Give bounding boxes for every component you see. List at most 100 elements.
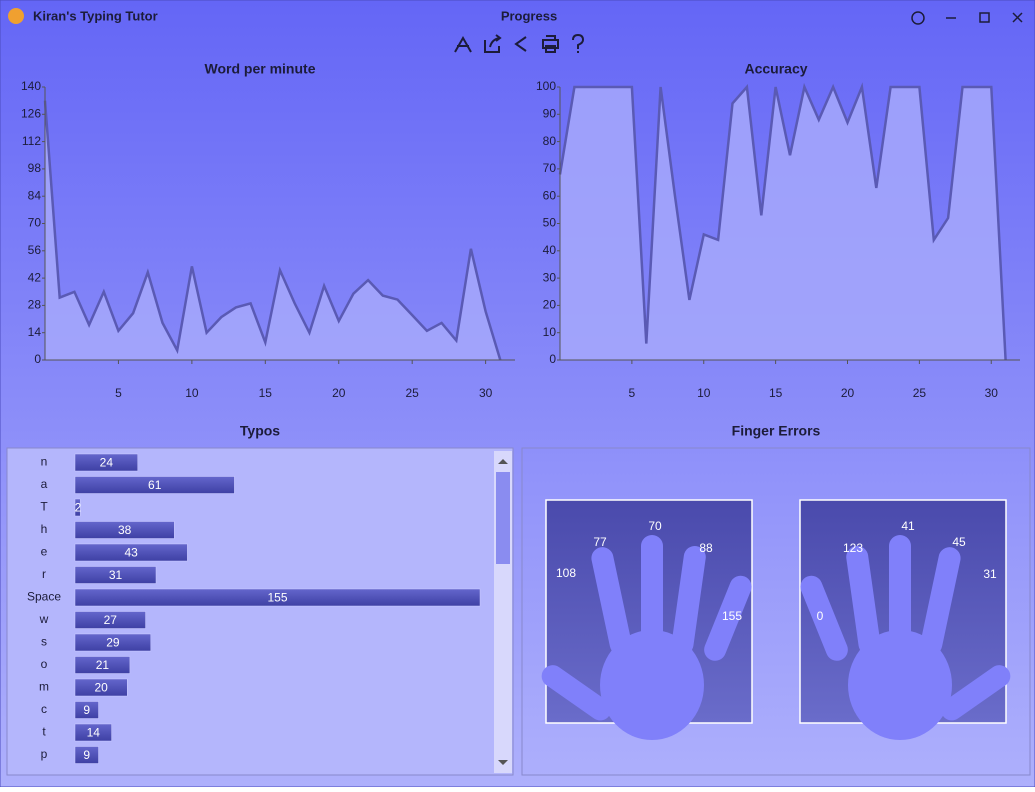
x-tick-label: 15 [769,386,783,400]
app-title: Kiran's Typing Tutor [33,8,158,23]
typo-key: s [41,635,47,649]
finger-error: 0 [817,609,824,623]
window-title: Progress [501,8,557,23]
y-tick-label: 14 [28,325,42,339]
y-tick-label: 40 [543,243,557,257]
bar [74,746,99,764]
y-tick-label: 70 [543,161,557,175]
finger-error: 70 [648,519,662,533]
bar-label: 9 [83,703,90,717]
bar-label: 61 [148,478,162,492]
help-tool[interactable] [572,33,585,53]
y-tick-label: 10 [543,325,557,339]
compass-tool[interactable] [454,35,472,53]
y-tick-label: 30 [543,270,557,284]
y-tick-label: 126 [21,106,41,120]
y-tick-label: 70 [28,216,42,230]
x-tick-label: 30 [479,386,493,400]
bar-label: 155 [267,591,287,605]
bar [74,498,81,517]
line [43,100,502,361]
line [558,82,1007,361]
bar [74,543,188,562]
x-tick-label: 20 [841,386,855,400]
y-tick-label: 84 [28,188,42,202]
y-tick-label: 20 [543,298,557,312]
finger-error: 108 [556,566,576,580]
bar-label: 14 [87,726,101,740]
y-tick-label: 28 [28,298,42,312]
bar [74,476,235,494]
bar [74,723,112,742]
x-tick-label: 25 [406,386,420,400]
typo-key: o [41,657,48,671]
finger-error: 41 [901,519,915,533]
bar [74,521,175,539]
bar-label: 29 [106,636,120,650]
bar-label: 2 [75,501,82,515]
maximize-button[interactable] [979,12,990,23]
x-tick-label: 10 [185,386,199,400]
y-tick-label: 0 [549,352,556,366]
finger-panel [521,447,1031,776]
typo-key: Space [27,590,61,604]
typo-key: a [41,477,48,491]
scrollbar-thumb[interactable] [496,472,510,564]
y-tick-label: 42 [28,270,42,284]
bar-label: 43 [124,546,138,560]
finger-error: 77 [593,535,607,549]
y-tick-label: 0 [34,352,41,366]
bar-label: 38 [118,523,132,537]
close-button[interactable] [1012,12,1023,23]
x-tick-label: 5 [115,386,122,400]
typo-key: c [41,702,47,716]
bar-label: 20 [94,681,108,695]
bar-label: 27 [104,613,118,627]
y-tick-label: 90 [543,106,557,120]
finger-title: Finger Errors [732,423,821,439]
bar-label: 24 [100,456,114,470]
finger-error: 88 [699,541,713,555]
typo-key: T [40,500,48,514]
bar [74,566,157,584]
y-tick-label: 112 [22,134,41,148]
bar-label: 31 [109,568,123,582]
bar [74,611,146,629]
export-tool[interactable] [484,34,502,53]
finger-error: 31 [983,567,997,581]
help-button[interactable] [911,11,925,25]
bar [74,588,481,607]
y-tick-label: 100 [536,79,556,93]
y-tick-label: 56 [28,243,42,257]
chart-title: Accuracy [744,61,807,77]
typos-list: n 24 a 61 T 2 h 38 e 43 r 31 Space 155 w 27 s 29 o 21 m 20 c 9 t… [27,453,481,764]
app-icon [8,8,24,24]
x-tick-label: 10 [697,386,711,400]
bar [74,678,128,697]
typo-key: h [41,522,48,536]
bar [74,701,99,719]
x-tick-label: 25 [913,386,927,400]
y-tick-label: 50 [543,216,557,230]
typo-key: t [42,725,46,739]
area [560,87,1006,360]
x-tick-label: 5 [629,386,636,400]
typo-key: m [39,680,49,694]
chart-title: Word per minute [205,61,316,77]
bar [74,633,152,652]
typo-key: n [41,455,48,469]
x-tick-label: 20 [332,386,346,400]
typo-key: w [39,612,49,626]
x-tick-label: 15 [259,386,273,400]
typo-key: e [41,545,48,559]
y-tick-label: 60 [543,188,557,202]
bar [74,656,131,674]
finger-error: 45 [952,535,966,549]
print-tool[interactable] [542,35,559,53]
typo-key: r [42,567,46,581]
y-tick-label: 80 [543,134,557,148]
share-tool[interactable] [514,36,527,52]
bar [74,453,138,472]
